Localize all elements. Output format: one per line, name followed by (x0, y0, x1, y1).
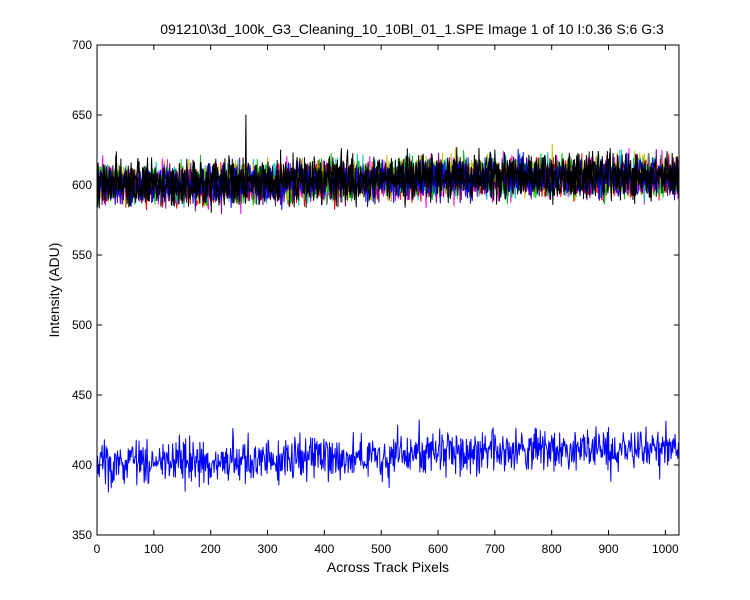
x-tick-label: 600 (428, 542, 448, 556)
x-tick-label: 300 (257, 542, 277, 556)
x-tick-label: 0 (94, 542, 101, 556)
x-axis-label: Across Track Pixels (327, 559, 449, 575)
series-line-9 (96, 147, 680, 213)
y-tick-label: 550 (72, 248, 92, 262)
y-axis-label: Intensity (ADU) (46, 243, 62, 338)
x-tick-label: 400 (314, 542, 334, 556)
y-tick-label: 700 (72, 38, 92, 52)
y-tick-label: 600 (72, 178, 92, 192)
x-tick-label: 900 (599, 542, 619, 556)
series-line-10 (96, 419, 680, 493)
x-tick-label: 700 (485, 542, 505, 556)
y-tick-label: 400 (72, 458, 92, 472)
x-tick-label: 500 (371, 542, 391, 556)
plot-frame (96, 44, 680, 536)
y-tick-label: 350 (72, 528, 92, 542)
y-axis-ticks: 350 400 450 500 550 600 650 700 (72, 38, 679, 542)
series-layer (96, 114, 680, 493)
y-tick-label: 450 (72, 388, 92, 402)
x-tick-label: 100 (144, 542, 164, 556)
x-tick-label: 1000 (652, 542, 679, 556)
x-tick-label: 200 (201, 542, 221, 556)
y-tick-label: 650 (72, 108, 92, 122)
x-axis-ticks: 0 100 200 300 400 500 600 700 800 900 1000 (94, 45, 679, 556)
chart-title: 091210\3d_100k_G3_Cleaning_10_10Bl_01_1.… (160, 21, 664, 37)
x-tick-label: 800 (542, 542, 562, 556)
y-tick-label: 500 (72, 318, 92, 332)
